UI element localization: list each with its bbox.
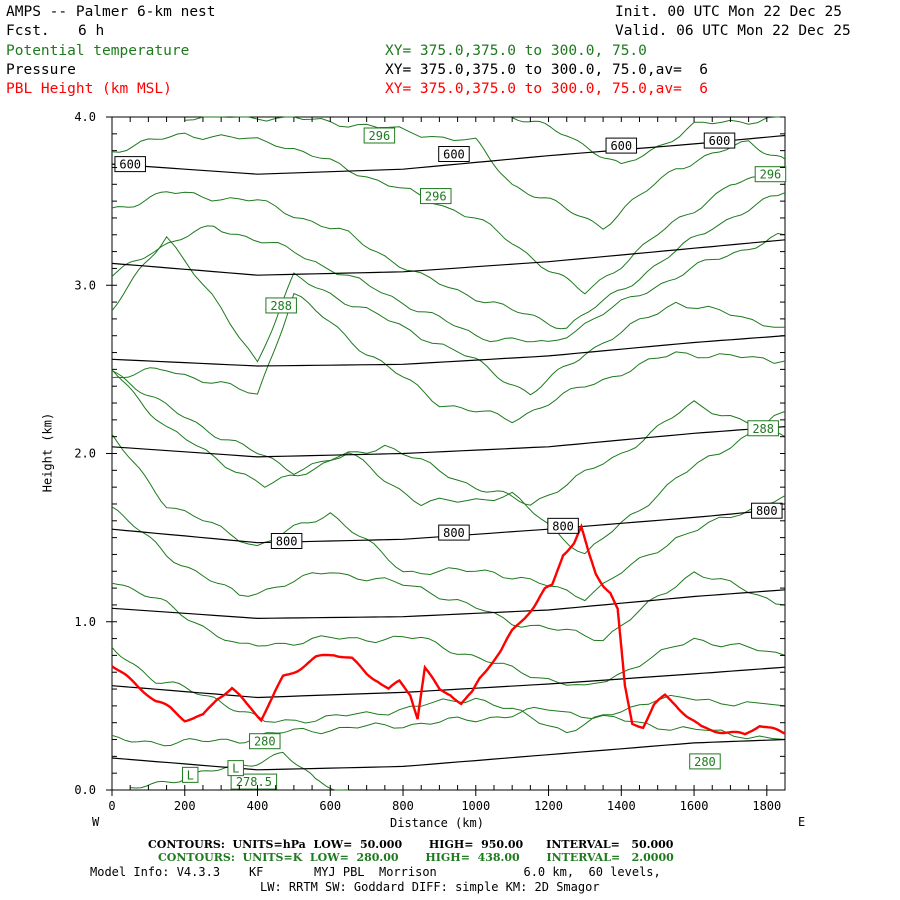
x-tick-label: 1200 [534, 799, 563, 813]
svg-text:L: L [187, 768, 194, 782]
theta-contour [184, 116, 786, 230]
y-axis-title: Height (km) [40, 412, 55, 493]
forecast-value: 6 h [78, 23, 105, 39]
theta-label: 296 [420, 188, 452, 205]
theta-contour [111, 646, 786, 734]
theta-contour [111, 235, 785, 396]
pressure-label: 600 [703, 132, 736, 149]
pressure-contour-800 [111, 508, 786, 544]
theta-contour [111, 292, 786, 424]
footer-pressure-contours: CONTOURS: UNITS=hPa LOW= 50.000 HIGH= 95… [148, 838, 674, 851]
svg-text:600: 600 [709, 134, 731, 148]
y-tick-label: 2.0 [74, 447, 96, 461]
theta-contour [111, 370, 786, 506]
svg-text:L: L [232, 762, 239, 776]
theta-contour [111, 506, 786, 642]
pressure-label: 800 [438, 524, 470, 541]
pressure-label: 800 [547, 517, 579, 534]
svg-text:296: 296 [425, 190, 447, 204]
theta-label: L [181, 766, 199, 783]
x-tick-label: 1800 [752, 799, 781, 813]
theta-contour [111, 191, 786, 330]
theta-contour [111, 369, 786, 555]
svg-text:600: 600 [610, 139, 632, 153]
theta-label: 288 [747, 420, 779, 437]
theta-label: L [227, 760, 244, 777]
theta-label: 288 [265, 297, 297, 314]
svg-text:800: 800 [552, 519, 574, 533]
pressure-label: 600 [438, 146, 470, 163]
pressure-label: 600 [114, 156, 146, 173]
forecast-label: Fcst. [6, 23, 50, 39]
pressure-contour-700 [111, 335, 786, 367]
pressure-contour-950 [111, 738, 786, 771]
svg-text:288: 288 [752, 422, 774, 436]
svg-text:296: 296 [760, 168, 782, 182]
x-tick-label: 600 [319, 799, 341, 813]
chart-title: AMPS -- Palmer 6-km nest [6, 4, 216, 20]
xy-pbl: XY= 375.0,375.0 to 300.0, 75.0,av= 6 [385, 81, 709, 97]
svg-text:600: 600 [119, 158, 141, 172]
svg-text:280: 280 [694, 755, 716, 769]
x-tick-label: 0 [108, 799, 115, 813]
xy-theta: XY= 375.0,375.0 to 300.0, 75.0 [385, 43, 647, 59]
pressure-contour-900 [111, 666, 786, 699]
y-tick-label: 4.0 [74, 110, 96, 124]
theta-label: 296 [363, 127, 396, 144]
theta-label: 280 [249, 733, 281, 750]
legend-pressure: Pressure [6, 62, 76, 78]
y-tick-label: 1.0 [74, 615, 96, 629]
pbl-height-line [111, 522, 786, 736]
footer-physics-info: LW: RRTM SW: Goddard DIFF: simple KM: 2D… [260, 880, 600, 894]
legend-pbl: PBL Height (km MSL) [6, 81, 172, 97]
y-tick-label: 0.0 [74, 783, 96, 797]
svg-text:278.5: 278.5 [236, 775, 272, 789]
theta-contour [130, 751, 349, 791]
valid-time: Valid. 06 UTC Mon 22 Dec 25 [615, 23, 851, 39]
x-tick-label: 1000 [461, 799, 490, 813]
pressure-label: 600 [605, 137, 638, 154]
x-axis-title: Distance (km) [390, 816, 484, 830]
theta-label: 296 [754, 166, 787, 183]
init-time: Init. 00 UTC Mon 22 Dec 25 [615, 4, 842, 20]
theta-contour [111, 225, 786, 343]
x-tick-label: 800 [392, 799, 414, 813]
theta-contour [111, 433, 786, 602]
x-tick-label: 400 [247, 799, 269, 813]
footer-model-info: Model Info: V4.3.3 KF MYJ PBL Morrison 6… [90, 865, 661, 879]
theta-contour [511, 116, 785, 165]
legend-theta: Potential temperature [6, 43, 190, 59]
x-tick-label: 200 [174, 799, 196, 813]
theta-label: 280 [689, 753, 721, 770]
east-label: E [798, 815, 806, 829]
svg-text:800: 800 [443, 526, 465, 540]
west-label: W [92, 815, 100, 829]
svg-text:800: 800 [276, 534, 298, 548]
theta-contour [111, 132, 786, 295]
svg-text:288: 288 [270, 299, 292, 313]
theta-label: 278.5 [230, 773, 278, 790]
theta-contour [111, 706, 786, 747]
pressure-contour-750 [111, 426, 786, 458]
pressure-label: 800 [751, 502, 783, 519]
svg-text:280: 280 [254, 735, 276, 749]
svg-text:800: 800 [756, 504, 778, 518]
theta-contour [111, 582, 786, 686]
pressure-label: 800 [270, 532, 303, 549]
y-tick-label: 3.0 [74, 278, 96, 292]
svg-text:600: 600 [443, 148, 465, 162]
xy-pressure: XY= 375.0,375.0 to 300.0, 75.0,av= 6 [385, 62, 709, 78]
pressure-contour-650 [111, 239, 786, 276]
svg-text:296: 296 [369, 129, 391, 143]
pressure-contour-850 [111, 589, 786, 620]
footer-theta-contours: CONTOURS: UNITS=K LOW= 280.00 HIGH= 438.… [158, 851, 674, 864]
x-tick-label: 1600 [680, 799, 709, 813]
x-tick-label: 1400 [607, 799, 636, 813]
